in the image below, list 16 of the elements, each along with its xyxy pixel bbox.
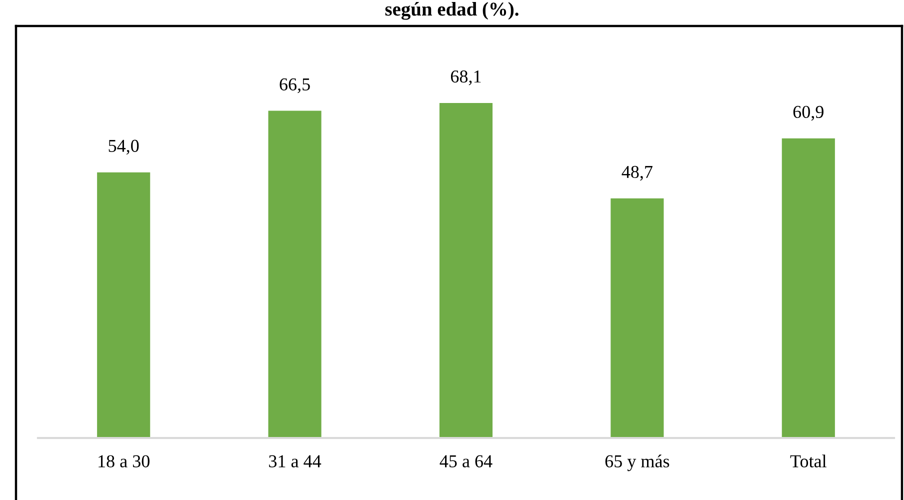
x-tick-label: 31 a 44 <box>269 455 322 468</box>
data-label: 66,5 <box>280 78 310 94</box>
x-tick-label: 65 y más <box>605 454 670 472</box>
x-tick-label: Total <box>790 454 826 468</box>
bar <box>97 172 150 438</box>
chart-title: según edad (%). <box>385 2 518 20</box>
bar <box>439 102 493 438</box>
bar <box>782 138 835 438</box>
bar <box>610 198 664 438</box>
data-label: 54,0 <box>108 140 139 155</box>
x-tick-label: 45 a 64 <box>440 455 492 468</box>
bar <box>268 110 322 438</box>
x-tick-label: 18 a 30 <box>98 455 150 468</box>
data-label: 68,1 <box>450 70 481 86</box>
data-label: 48,7 <box>622 166 652 181</box>
data-label: 60,9 <box>793 106 824 121</box>
